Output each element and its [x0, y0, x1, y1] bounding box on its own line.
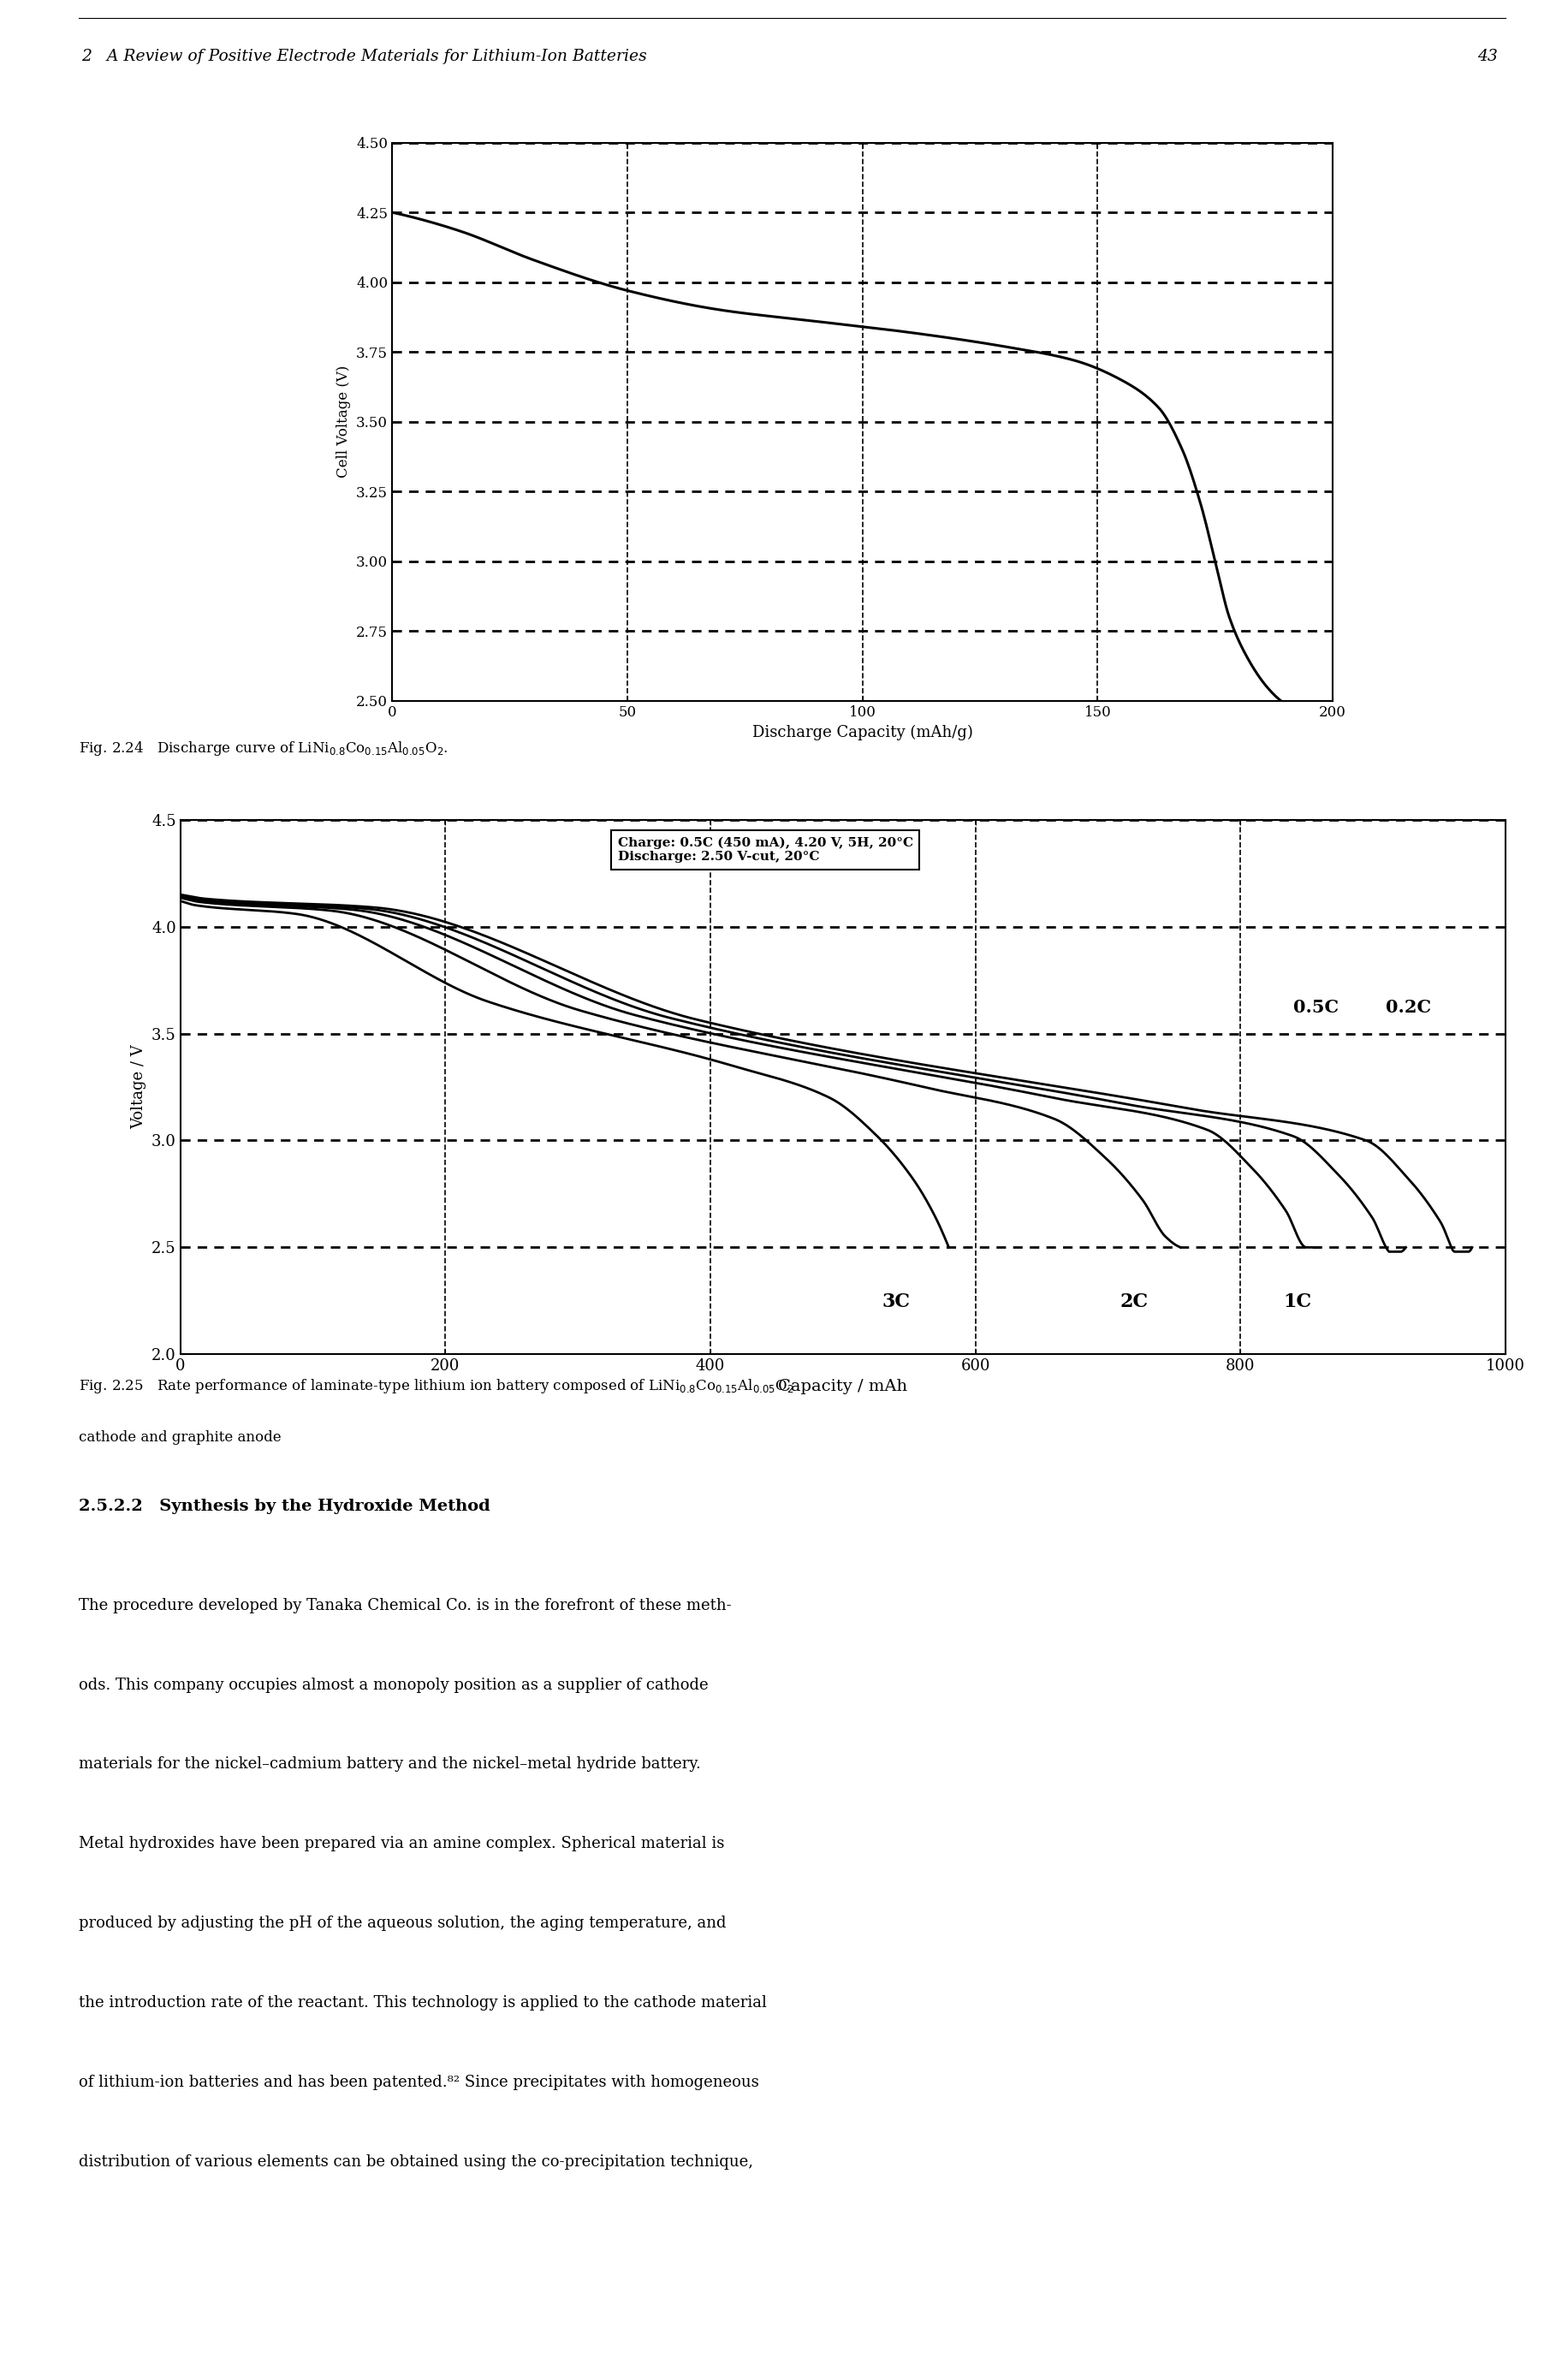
Text: Fig. 2.25 Rate performance of laminate-type lithium ion battery composed of LiNi: Fig. 2.25 Rate performance of laminate-t…	[78, 1378, 793, 1395]
Text: ods. This company occupies almost a monopoly position as a supplier of cathode: ods. This company occupies almost a mono…	[78, 1677, 709, 1692]
Text: Metal hydroxides have been prepared via an amine complex. Spherical material is: Metal hydroxides have been prepared via …	[78, 1837, 724, 1851]
Text: 1C: 1C	[1283, 1293, 1311, 1312]
Text: cathode and graphite anode: cathode and graphite anode	[78, 1430, 281, 1445]
Text: Fig. 2.24 Discharge curve of LiNi$_{0.8}$Co$_{0.15}$Al$_{0.05}$O$_2$.: Fig. 2.24 Discharge curve of LiNi$_{0.8}…	[78, 739, 448, 758]
Text: distribution of various elements can be obtained using the co-precipitation tech: distribution of various elements can be …	[78, 2155, 753, 2169]
Text: Charge: 0.5C (450 mA), 4.20 V, 5H, 20°C
Discharge: 2.50 V-cut, 20°C: Charge: 0.5C (450 mA), 4.20 V, 5H, 20°C …	[618, 836, 913, 862]
Y-axis label: Cell Voltage (V): Cell Voltage (V)	[337, 366, 351, 478]
Text: materials for the nickel–cadmium battery and the nickel–metal hydride battery.: materials for the nickel–cadmium battery…	[78, 1756, 701, 1772]
Text: 43: 43	[1477, 48, 1497, 64]
Text: 0.2C: 0.2C	[1386, 998, 1432, 1015]
X-axis label: Discharge Capacity (mAh/g): Discharge Capacity (mAh/g)	[753, 725, 972, 739]
Text: 0.5C: 0.5C	[1294, 998, 1339, 1015]
Text: 2   A Review of Positive Electrode Materials for Lithium-Ion Batteries: 2 A Review of Positive Electrode Materia…	[82, 48, 648, 64]
Text: the introduction rate of the reactant. This technology is applied to the cathode: the introduction rate of the reactant. T…	[78, 1996, 767, 2010]
Text: of lithium-ion batteries and has been patented.⁸² Since precipitates with homoge: of lithium-ion batteries and has been pa…	[78, 2074, 759, 2091]
Text: 2.5.2.2 Synthesis by the Hydroxide Method: 2.5.2.2 Synthesis by the Hydroxide Metho…	[78, 1499, 489, 1514]
Text: The procedure developed by Tanaka Chemical Co. is in the forefront of these meth: The procedure developed by Tanaka Chemic…	[78, 1597, 731, 1613]
Text: 3C: 3C	[881, 1293, 909, 1312]
Text: produced by adjusting the pH of the aqueous solution, the aging temperature, and: produced by adjusting the pH of the aque…	[78, 1915, 726, 1932]
Text: 2C: 2C	[1120, 1293, 1148, 1312]
Y-axis label: Voltage / V: Voltage / V	[132, 1045, 147, 1129]
X-axis label: Capacity / mAh: Capacity / mAh	[778, 1378, 908, 1395]
